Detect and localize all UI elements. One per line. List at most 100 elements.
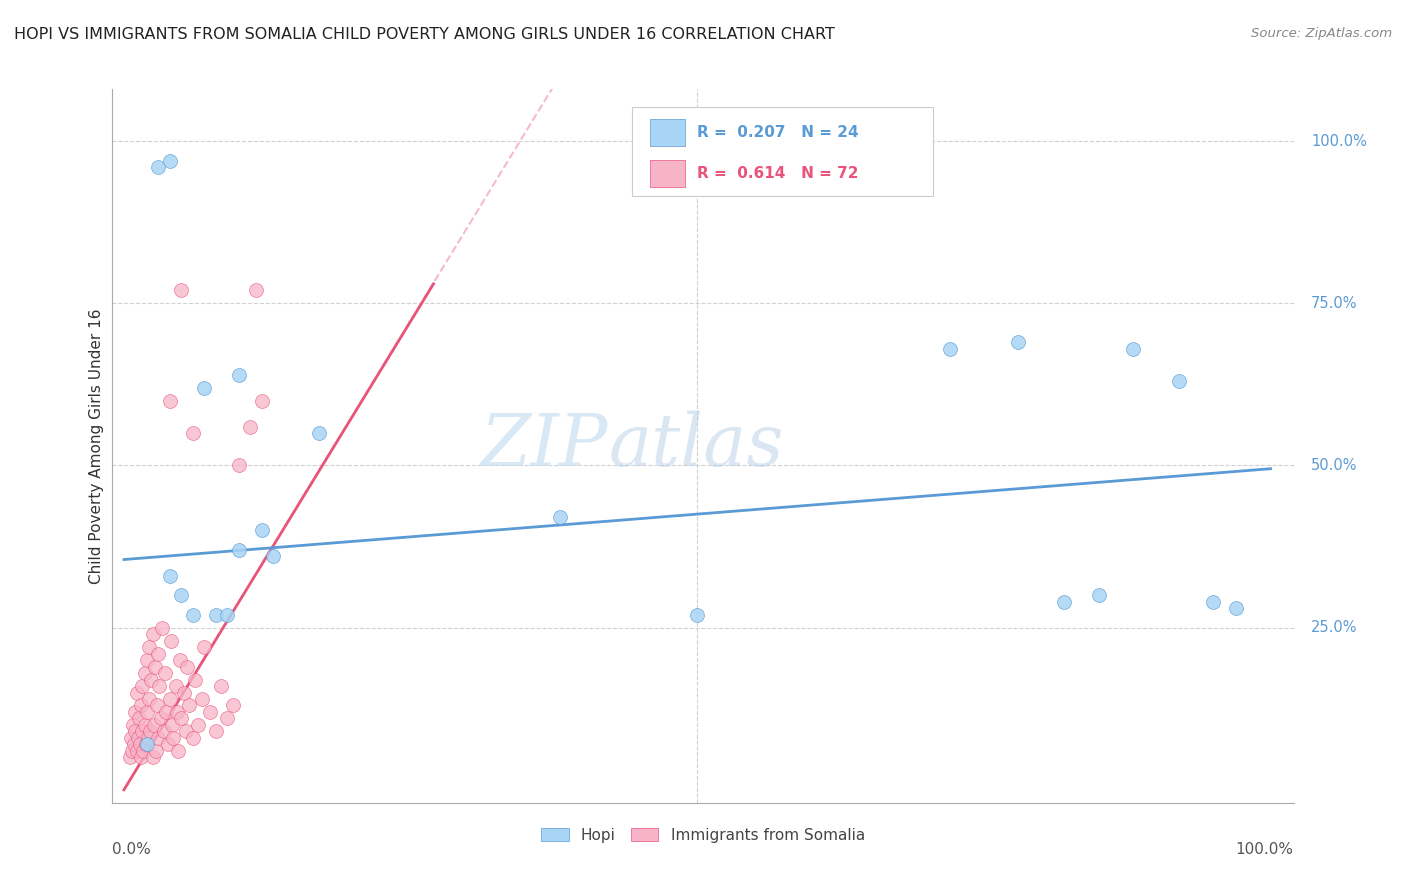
Text: 75.0%: 75.0% <box>1312 296 1358 310</box>
Point <box>131 679 153 693</box>
Text: HOPI VS IMMIGRANTS FROM SOMALIA CHILD POVERTY AMONG GIRLS UNDER 16 CORRELATION C: HOPI VS IMMIGRANTS FROM SOMALIA CHILD PO… <box>14 27 835 42</box>
Point <box>159 153 181 168</box>
Point <box>135 705 157 719</box>
Point <box>142 750 165 764</box>
Point <box>187 718 209 732</box>
Point <box>198 705 221 719</box>
Point <box>129 738 152 752</box>
Point <box>548 510 571 524</box>
Point <box>181 425 204 440</box>
Point <box>155 666 177 681</box>
Point <box>138 692 160 706</box>
Point <box>170 711 193 725</box>
Point <box>686 607 709 622</box>
Point <box>209 679 232 693</box>
Point <box>159 393 181 408</box>
Point <box>160 633 183 648</box>
Text: R =  0.207   N = 24: R = 0.207 N = 24 <box>697 125 859 140</box>
Point <box>250 524 273 538</box>
Point <box>1202 595 1225 609</box>
Point <box>169 653 191 667</box>
Y-axis label: Child Poverty Among Girls Under 16: Child Poverty Among Girls Under 16 <box>89 309 104 583</box>
FancyBboxPatch shape <box>633 107 934 196</box>
Point <box>262 549 284 564</box>
Point <box>146 698 169 713</box>
Point <box>127 731 149 745</box>
Point <box>250 393 273 408</box>
Text: 50.0%: 50.0% <box>1312 458 1358 473</box>
Point <box>118 750 141 764</box>
Point <box>135 738 157 752</box>
Point <box>1122 342 1144 356</box>
Point <box>148 160 170 174</box>
Text: 0.0%: 0.0% <box>112 842 152 857</box>
Point <box>222 698 245 713</box>
Point <box>228 368 250 382</box>
Point <box>142 718 165 732</box>
Point <box>191 692 214 706</box>
Point <box>228 542 250 557</box>
Point <box>138 640 160 654</box>
Point <box>193 381 215 395</box>
Point <box>139 724 162 739</box>
Point <box>122 738 145 752</box>
Point <box>148 647 170 661</box>
Point <box>217 711 239 725</box>
Point <box>938 342 960 356</box>
Legend: Hopi, Immigrants from Somalia: Hopi, Immigrants from Somalia <box>534 822 872 848</box>
Point <box>245 283 267 297</box>
Text: 100.0%: 100.0% <box>1312 134 1367 149</box>
Point <box>124 705 146 719</box>
Point <box>134 666 156 681</box>
Point <box>124 724 146 739</box>
Point <box>159 692 181 706</box>
Point <box>125 685 148 699</box>
Point <box>149 711 172 725</box>
Point <box>148 731 170 745</box>
Point <box>145 744 167 758</box>
Point <box>135 738 157 752</box>
Point <box>173 685 195 699</box>
Text: ZIP: ZIP <box>481 410 609 482</box>
Point <box>125 744 148 758</box>
Text: 25.0%: 25.0% <box>1312 620 1358 635</box>
Point <box>129 698 152 713</box>
Point <box>120 731 142 745</box>
Point <box>170 283 193 297</box>
Point <box>155 705 177 719</box>
Point <box>159 568 181 582</box>
Point <box>136 731 159 745</box>
Point <box>132 744 155 758</box>
Point <box>135 653 157 667</box>
Text: R =  0.614   N = 72: R = 0.614 N = 72 <box>697 166 859 181</box>
Point <box>128 711 150 725</box>
Point <box>179 698 201 713</box>
FancyBboxPatch shape <box>650 161 685 187</box>
FancyBboxPatch shape <box>650 120 685 146</box>
Point <box>165 679 187 693</box>
Point <box>176 659 198 673</box>
Point <box>131 724 153 739</box>
Point <box>134 718 156 732</box>
Point <box>1087 588 1109 602</box>
Point <box>129 750 152 764</box>
Point <box>308 425 330 440</box>
Point <box>153 724 176 739</box>
Point <box>1167 374 1189 388</box>
Text: atlas: atlas <box>609 410 785 482</box>
Point <box>170 588 193 602</box>
Point <box>150 621 173 635</box>
Point <box>204 724 226 739</box>
Point <box>217 607 239 622</box>
Point <box>228 458 250 473</box>
Point <box>121 744 143 758</box>
Point <box>148 679 170 693</box>
Point <box>160 718 183 732</box>
Point <box>181 607 204 622</box>
Point <box>166 705 188 719</box>
Point <box>184 673 207 687</box>
Point <box>239 419 262 434</box>
Point <box>204 607 226 622</box>
Point <box>122 718 145 732</box>
Point <box>181 731 204 745</box>
